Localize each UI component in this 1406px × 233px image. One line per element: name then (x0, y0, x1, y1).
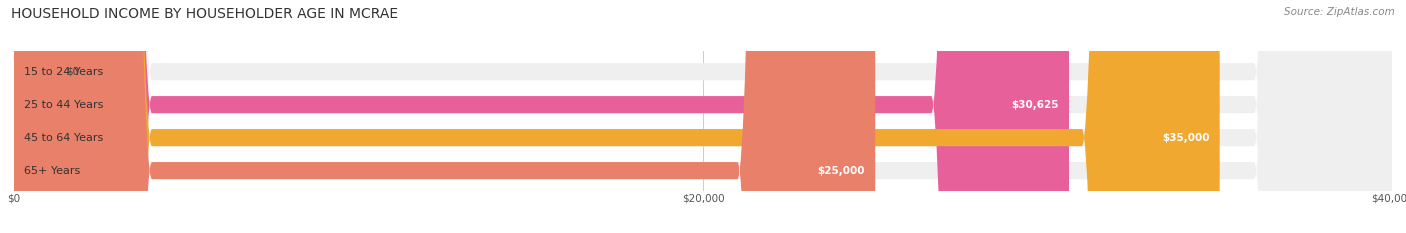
FancyBboxPatch shape (14, 0, 876, 233)
FancyBboxPatch shape (14, 0, 1392, 233)
Text: Source: ZipAtlas.com: Source: ZipAtlas.com (1284, 7, 1395, 17)
Text: 15 to 24 Years: 15 to 24 Years (24, 67, 104, 77)
Text: $25,000: $25,000 (817, 166, 865, 176)
Text: 45 to 64 Years: 45 to 64 Years (24, 133, 104, 143)
FancyBboxPatch shape (14, 0, 1392, 233)
Text: 65+ Years: 65+ Years (24, 166, 80, 176)
Text: 25 to 44 Years: 25 to 44 Years (24, 100, 104, 110)
FancyBboxPatch shape (14, 0, 1392, 233)
Text: $0: $0 (66, 67, 79, 77)
Text: $35,000: $35,000 (1161, 133, 1209, 143)
FancyBboxPatch shape (14, 0, 1220, 233)
Text: $30,625: $30,625 (1011, 100, 1059, 110)
Text: HOUSEHOLD INCOME BY HOUSEHOLDER AGE IN MCRAE: HOUSEHOLD INCOME BY HOUSEHOLDER AGE IN M… (11, 7, 398, 21)
FancyBboxPatch shape (14, 0, 1069, 233)
FancyBboxPatch shape (14, 0, 1392, 233)
